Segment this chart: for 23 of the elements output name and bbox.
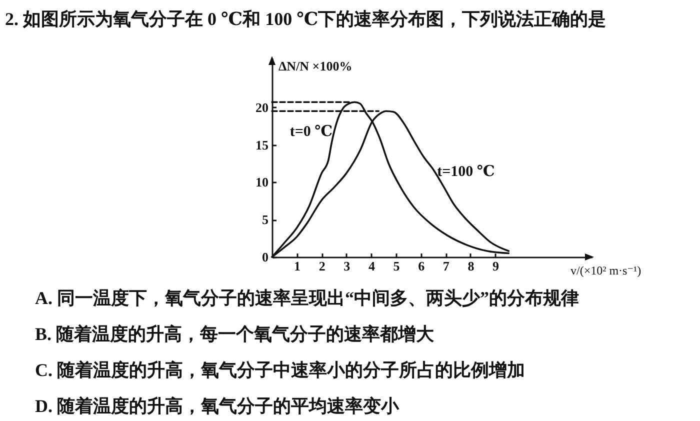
series-label: t=0 ℃ <box>290 124 333 140</box>
y-tick-label: 0 <box>262 250 268 264</box>
x-tick-label: 9 <box>492 258 500 274</box>
chart-title: 2. 如图所示为氧气分子在 0 ℃和 100 ℃下的速率分布图，下列说法正确的是 <box>5 9 606 29</box>
y-tick-label: 15 <box>256 137 269 152</box>
text: D. 随着温度的升高，氧气分子的平均速率变小 <box>35 396 400 416</box>
x-tick-label: 8 <box>468 258 475 274</box>
y-tick-label: 20 <box>256 100 268 115</box>
x-tick-label: 7 <box>442 258 450 274</box>
x-tick-label: 4 <box>368 258 376 274</box>
x-tick-label: 6 <box>418 258 426 274</box>
x-axis-title: v/(×10² m·s⁻¹) <box>570 264 642 278</box>
text: C. 随着温度的升高，氧气分子中速率小的分子所占的比例增加 <box>35 360 525 380</box>
y-tick-label: 5 <box>262 212 269 228</box>
series-label: t=100 ℃ <box>437 164 495 180</box>
x-tick-label: 5 <box>393 258 400 274</box>
text: A. 同一温度下，氧气分子的速率呈现出“中间多、两头少”的分布规律 <box>35 288 579 308</box>
x-tick-label: 1 <box>294 258 301 274</box>
y-tick-label: 10 <box>256 174 268 190</box>
text: B. 随着温度的升高，每一个氧气分子的速率都增大 <box>35 324 436 344</box>
x-tick-label: 2 <box>318 258 326 274</box>
y-axis-title: ΔN/N ×100% <box>278 58 352 74</box>
x-tick-label: 3 <box>344 258 351 274</box>
